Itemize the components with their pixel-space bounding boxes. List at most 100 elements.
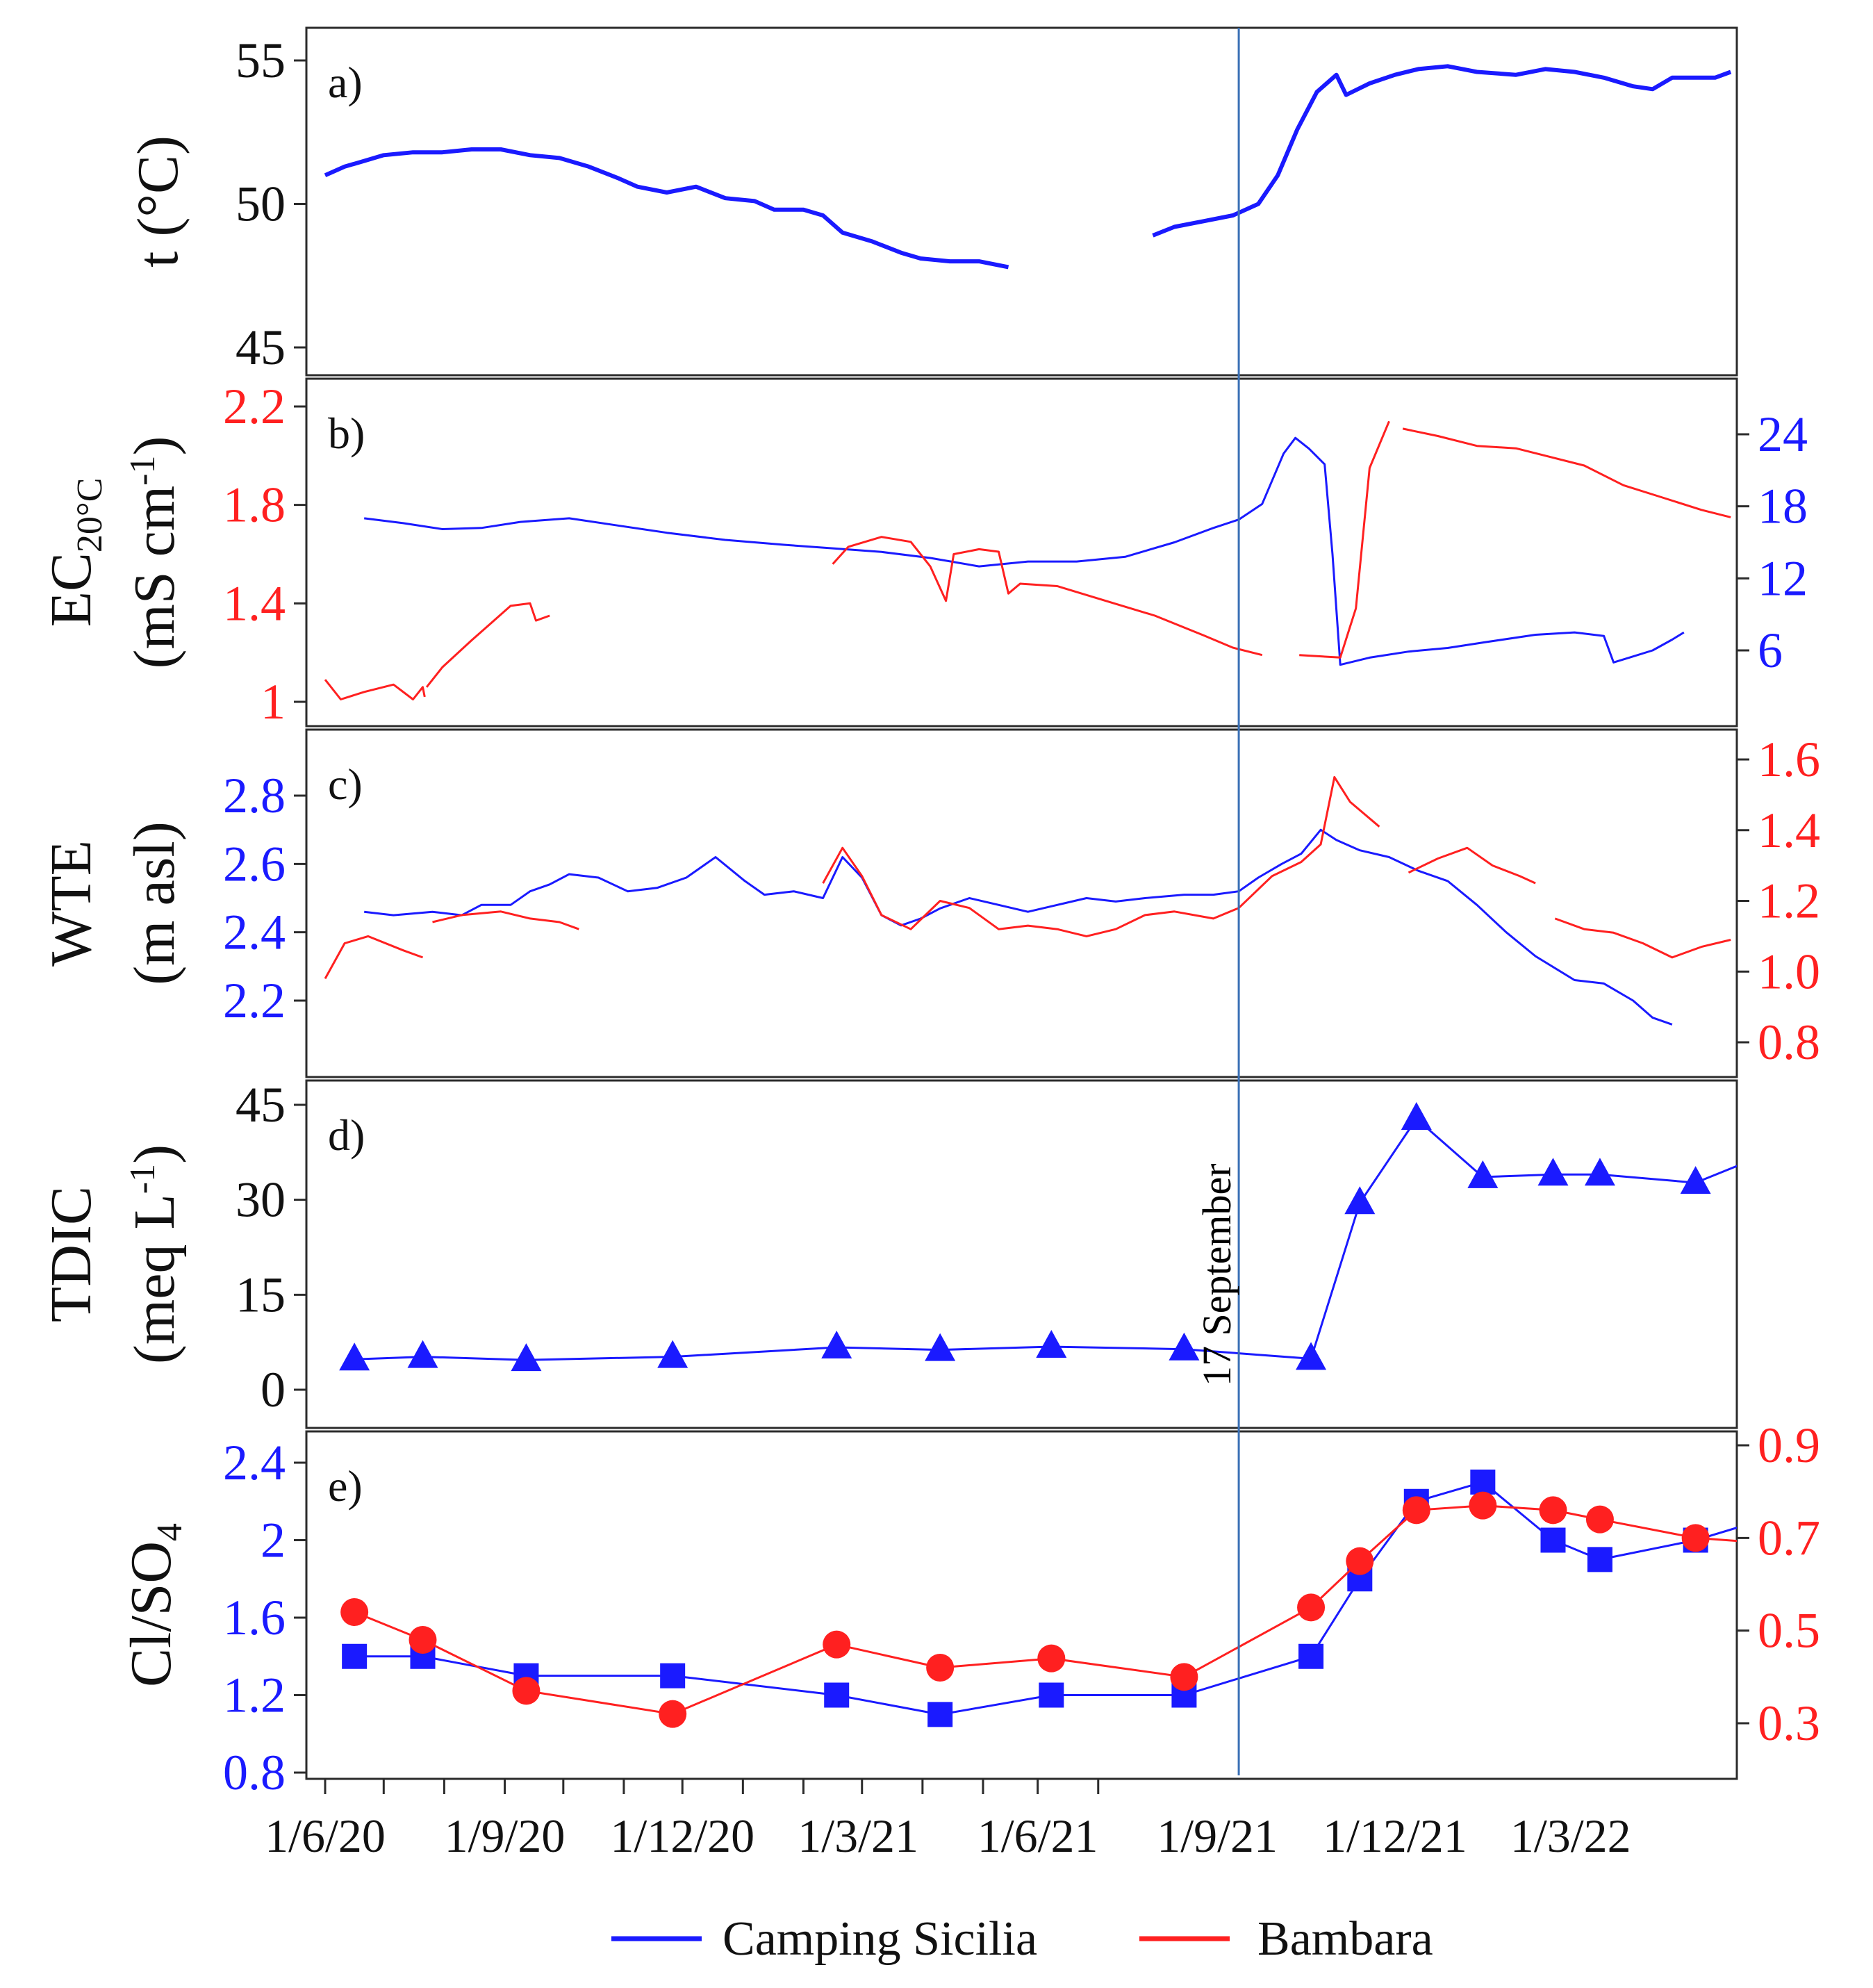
panel-e-series-group bbox=[340, 1469, 1737, 1728]
panel-e-camping-sicilia-line bbox=[354, 1481, 1737, 1716]
panel-e-ytick-right-label: 0.7 bbox=[1758, 1510, 1820, 1566]
panel-d-label: d) bbox=[328, 1110, 365, 1160]
panel-d-ylabel-unit: (meq L-1) bbox=[122, 1144, 187, 1364]
x-tick-label: 1/9/20 bbox=[445, 1809, 566, 1862]
x-tick-label: 1/6/20 bbox=[265, 1809, 386, 1862]
panel-b-bambara-line bbox=[425, 602, 550, 688]
panel-a-ytick-left-label: 55 bbox=[236, 33, 286, 88]
panel-b-frame bbox=[305, 377, 1738, 728]
panel-d-ylabel-unit-close: ) bbox=[122, 1144, 187, 1164]
panel-b-bambara-line bbox=[832, 536, 1263, 657]
panel-b-series-group bbox=[324, 420, 1731, 700]
panel-e-frame bbox=[305, 1430, 1738, 1780]
panel-e-bambara-point bbox=[1402, 1496, 1430, 1525]
panel-c-label: c) bbox=[328, 759, 363, 809]
panel-c-ytick-right-label: 1.4 bbox=[1758, 803, 1820, 858]
panel-d-ytick-left-label: 15 bbox=[236, 1267, 286, 1322]
panel-b-ytick-left-label: 1.4 bbox=[223, 575, 286, 631]
panel-d-camping-sicilia-point bbox=[925, 1333, 956, 1361]
panel-d-camping-sicilia-point bbox=[821, 1330, 852, 1358]
panel-a-camping-sicilia-line bbox=[324, 147, 1009, 270]
panel-d-ylabel: TDIC bbox=[39, 1186, 104, 1322]
panel-c-ytick-left-label: 2.6 bbox=[223, 836, 286, 892]
panel-e-camping-sicilia-point bbox=[1470, 1469, 1496, 1495]
panel-e-camping-sicilia-point bbox=[1587, 1547, 1612, 1572]
panel-e-camping-sicilia-point bbox=[1298, 1643, 1324, 1669]
panel-e-camping-sicilia-point bbox=[1540, 1527, 1566, 1553]
panel-c-bambara-line bbox=[432, 910, 579, 930]
panel-e-ytick-right-label: 0.5 bbox=[1758, 1603, 1820, 1659]
panel-a-ytick-left-label: 45 bbox=[236, 320, 286, 375]
panel-d-camping-sicilia-point bbox=[407, 1340, 438, 1368]
panel-d-ylabel-unit-main: (meq L bbox=[122, 1194, 187, 1364]
panel-e-bambara-point bbox=[1170, 1663, 1198, 1691]
panel-d-camping-sicilia-point bbox=[511, 1343, 542, 1372]
panel-c-ytick-right-label: 0.8 bbox=[1758, 1014, 1820, 1070]
panel-e-bambara-point bbox=[823, 1630, 851, 1659]
panel-d-frame bbox=[305, 1079, 1738, 1429]
panel-d-ytick-left-label: 45 bbox=[236, 1077, 286, 1133]
panel-c-bambara-line bbox=[1408, 846, 1536, 885]
panel-e-ytick-right-label: 0.3 bbox=[1758, 1695, 1820, 1751]
panel-b-bambara-line bbox=[324, 679, 426, 700]
panel-c-ylabel-unit: (m asl) bbox=[122, 821, 187, 985]
panel-b-ytick-right-label: 18 bbox=[1758, 479, 1808, 534]
panel-d-camping-sicilia-point bbox=[1744, 1140, 1775, 1168]
panel-d-camping-sicilia-point bbox=[1401, 1102, 1432, 1131]
panel-b-bambara-line bbox=[1299, 420, 1390, 659]
panel-b-ylabel-main: EC bbox=[39, 552, 104, 627]
panel-a-label: a) bbox=[328, 58, 363, 107]
panel-c-bambara-line bbox=[1554, 917, 1731, 959]
panel-e-ytick-left-label: 2.4 bbox=[223, 1435, 286, 1490]
x-tick-label: 1/12/20 bbox=[610, 1809, 754, 1862]
x-tick-label: 1/3/22 bbox=[1510, 1809, 1631, 1862]
panel-c-frame bbox=[305, 728, 1738, 1078]
panel-a-camping-sicilia-line bbox=[1152, 64, 1732, 238]
panel-a-series-group bbox=[324, 64, 1732, 270]
panel-b-ytick-right-label: 24 bbox=[1758, 406, 1808, 462]
panel-e-ytick-left-label: 2 bbox=[261, 1513, 286, 1568]
panel-e-bambara-point bbox=[1297, 1593, 1326, 1622]
panel-e-bambara-point bbox=[340, 1598, 369, 1626]
panel-d-camping-sicilia-point bbox=[1036, 1330, 1067, 1358]
panel-b-ylabel-unit-close: ) bbox=[122, 436, 187, 456]
panel-e-camping-sicilia-point bbox=[1039, 1682, 1064, 1708]
x-tick-label: 1/3/21 bbox=[798, 1809, 918, 1862]
event-label: 17 September bbox=[1194, 1163, 1239, 1386]
panel-e-bambara-point bbox=[1346, 1547, 1374, 1575]
panel-e-bambara-line bbox=[354, 1504, 1737, 1716]
panel-d-camping-sicilia-point bbox=[1584, 1158, 1615, 1186]
panel-e-camping-sicilia-point bbox=[342, 1643, 368, 1669]
axis-ticks-layer: 5550452.21.81.4124181262.82.62.42.21.61.… bbox=[223, 33, 1820, 1862]
panel-d-camping-sicilia-point bbox=[1169, 1332, 1200, 1361]
legend-bambara-label: Bambara bbox=[1257, 1912, 1433, 1966]
panel-d-ylabel-unit-sup: -1 bbox=[123, 1164, 163, 1194]
panel-e-bambara-point bbox=[1539, 1496, 1567, 1525]
panel-d-camping-sicilia-point bbox=[657, 1340, 688, 1368]
panel-e-label: e) bbox=[328, 1461, 363, 1511]
panel-d-ytick-left-label: 30 bbox=[236, 1172, 286, 1228]
series-layer bbox=[324, 64, 1775, 1728]
panel-b-camping-sicilia-line bbox=[364, 436, 1685, 666]
panel-d-camping-sicilia-point bbox=[1537, 1158, 1569, 1186]
panel-b-ylabel: EC20°C bbox=[39, 478, 110, 627]
panel-e-bambara-point bbox=[1469, 1491, 1497, 1520]
panel-b-ytick-right-label: 6 bbox=[1758, 623, 1783, 678]
panel-b-ytick-left-label: 1.8 bbox=[223, 477, 286, 533]
panel-c-ytick-left-label: 2.8 bbox=[223, 768, 286, 823]
panel-e-camping-sicilia-point bbox=[660, 1663, 686, 1689]
panel-e-ytick-left-label: 0.8 bbox=[223, 1745, 286, 1800]
panel-b-ylabel-unit-main: (mS cm bbox=[122, 486, 187, 669]
panel-e-ylabel-sub: 4 bbox=[150, 1523, 190, 1541]
panel-e-ylabel-main: Cl/SO bbox=[119, 1541, 183, 1687]
panel-c-ylabel: WTE bbox=[39, 840, 104, 967]
panel-a-frame bbox=[305, 26, 1738, 377]
panel-e-ylabel: Cl/SO4 bbox=[119, 1523, 190, 1687]
panel-c-ytick-right-label: 1.0 bbox=[1758, 944, 1820, 999]
panel-a-ytick-left-label: 50 bbox=[236, 176, 286, 232]
panel-b-ylabel-sub: 20°C bbox=[70, 478, 110, 552]
panel-b-bambara-line bbox=[1402, 427, 1731, 518]
panel-d-camping-sicilia-point bbox=[339, 1342, 370, 1371]
panel-e-camping-sicilia-point bbox=[824, 1682, 850, 1708]
